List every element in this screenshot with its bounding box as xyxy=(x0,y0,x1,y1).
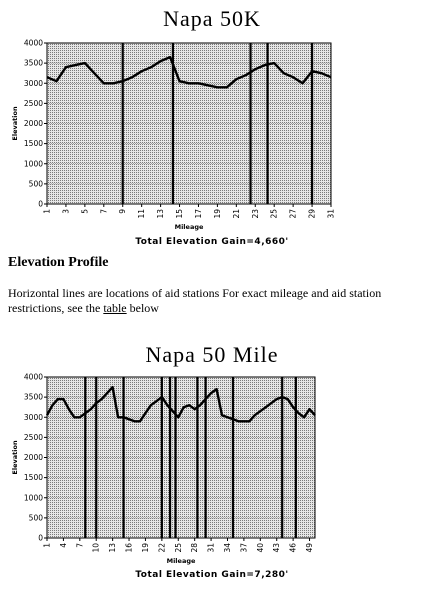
aid-station-note: Horizontal lines are locations of aid st… xyxy=(8,286,416,316)
y-tick-label: 3500 xyxy=(24,59,43,68)
y-tick-label: 0 xyxy=(38,200,43,209)
x-axis-label: Mileage xyxy=(167,557,196,565)
y-tick-label: 4000 xyxy=(24,373,43,382)
y-tick-label: 2000 xyxy=(24,453,43,462)
elevation-chart-50mile: 0 500 1000 1500 2000 2500 3000 3500 4000 1 4 7 10 13 1… xyxy=(11,373,316,565)
y-tick-label: 3000 xyxy=(24,413,43,422)
y-tick-label: 2500 xyxy=(24,433,43,442)
x-tick-label: 13 xyxy=(108,543,117,553)
plot-frame xyxy=(46,376,316,539)
chart-title-50mile: Napa 50 Mile xyxy=(145,342,279,367)
y-tick-label: 0 xyxy=(38,534,43,543)
x-tick-label: 4 xyxy=(59,543,68,548)
x-tick-label: 7 xyxy=(75,543,84,548)
x-tick-label: 19 xyxy=(213,209,222,219)
table-link[interactable]: table xyxy=(103,301,127,315)
x-axis-label: Mileage xyxy=(175,223,204,231)
x-tick-label: 49 xyxy=(305,543,314,553)
elevation-line xyxy=(46,55,332,89)
x-tick-label: 31 xyxy=(207,543,216,553)
x-tick-label: 43 xyxy=(272,543,281,553)
x-tick-label: 25 xyxy=(270,209,279,219)
y-tick-label: 1000 xyxy=(24,493,43,502)
x-tick-label: 31 xyxy=(327,209,336,219)
x-tick-label: 23 xyxy=(251,209,260,219)
y-tick-label: 1500 xyxy=(24,473,43,482)
x-tick-label: 11 xyxy=(137,209,146,219)
x-tick-label: 3 xyxy=(61,209,70,214)
x-tick-label: 28 xyxy=(190,543,199,553)
y-axis-label: Elevation xyxy=(11,106,19,141)
x-tick-label: 25 xyxy=(174,543,183,553)
x-tick-label: 29 xyxy=(308,209,317,219)
y-tick-label: 2000 xyxy=(24,119,43,128)
y-tick-label: 4000 xyxy=(24,39,43,48)
elevation-line xyxy=(45,385,316,423)
plot-frame xyxy=(46,42,332,205)
x-tick-label: 46 xyxy=(289,543,298,553)
x-tick-label: 5 xyxy=(80,209,89,214)
y-axis-label: Elevation xyxy=(11,440,19,475)
x-tick-label: 16 xyxy=(125,543,134,553)
x-tick-label: 1 xyxy=(43,209,52,214)
y-tick-label: 1500 xyxy=(24,139,43,148)
x-tick-label: 17 xyxy=(194,209,203,219)
x-tick-label: 10 xyxy=(92,543,101,553)
x-tick-label: 15 xyxy=(175,209,184,219)
chart-subtitle-50mile: Total Elevation Gain=7,280' xyxy=(135,570,289,580)
x-tick-label: 34 xyxy=(223,543,232,553)
y-tick-label: 1000 xyxy=(24,159,43,168)
y-tick-label: 3000 xyxy=(24,79,43,88)
note-text: Horizontal lines are locations of aid st… xyxy=(8,286,382,315)
note-text-end: below xyxy=(126,301,159,315)
x-tick-label: 21 xyxy=(232,209,241,219)
x-tick-label: 13 xyxy=(156,209,165,219)
x-tick-label: 22 xyxy=(157,543,166,553)
chart-title-50k: Napa 50K xyxy=(163,6,261,31)
x-tick-label: 1 xyxy=(43,543,52,548)
y-tick-label: 500 xyxy=(29,513,44,522)
x-tick-label: 7 xyxy=(99,209,108,214)
chart-subtitle-50k: Total Elevation Gain=4,660' xyxy=(135,237,289,247)
x-tick-label: 40 xyxy=(256,543,265,553)
x-tick-label: 37 xyxy=(239,543,248,553)
x-tick-label: 19 xyxy=(141,543,150,553)
x-tick-label: 9 xyxy=(118,209,127,214)
section-heading: Elevation Profile xyxy=(8,255,109,270)
x-tick-label: 27 xyxy=(289,209,298,219)
y-tick-label: 3500 xyxy=(24,393,43,402)
y-tick-label: 500 xyxy=(29,179,44,188)
y-tick-label: 2500 xyxy=(24,99,43,108)
